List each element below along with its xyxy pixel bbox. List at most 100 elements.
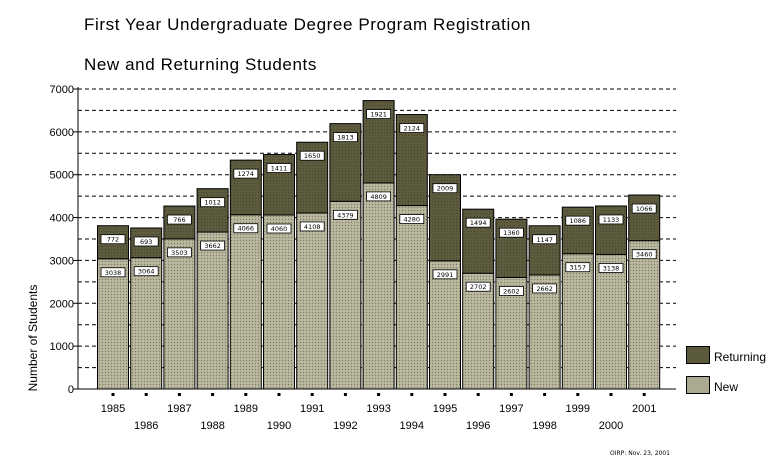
bar-returning-1999: [561, 206, 594, 255]
data-label-returning-1990: 1411: [271, 165, 288, 173]
data-label-box-returning: [432, 183, 458, 194]
data-label-new-1993: 4809: [370, 193, 387, 201]
x-tick-mark: [144, 393, 148, 396]
data-label-box-new: [100, 267, 126, 278]
data-label-returning-2001: 1066: [636, 205, 653, 213]
legend-label-new: New: [714, 380, 739, 394]
data-label-new-2001: 3460: [636, 251, 653, 259]
bar-new-1997: [495, 276, 528, 390]
x-tick-mark: [509, 393, 513, 396]
y-tick-label: 0: [68, 384, 74, 396]
bar-new-2001: [628, 240, 661, 390]
x-tick-label-1998: 1998: [532, 420, 556, 432]
data-label-returning-1986: 693: [140, 238, 152, 246]
data-label-new-1999: 3157: [570, 264, 587, 272]
data-label-returning-1992: 1813: [337, 134, 354, 142]
data-label-returning-1997: 1360: [503, 229, 520, 237]
chart-title: First Year Undergraduate Degree Program …: [84, 15, 531, 34]
data-label-returning-1994: 2124: [404, 125, 421, 133]
data-label-new-1986: 3064: [138, 268, 155, 276]
bar-new-1988: [196, 231, 229, 390]
data-label-box-returning: [166, 214, 192, 225]
bar-new-1987: [163, 238, 196, 390]
y-axis-label: Number of Students: [26, 285, 40, 392]
x-tick-mark: [410, 393, 414, 396]
chart-subtitle: New and Returning Students: [84, 55, 317, 74]
data-label-box-returning: [366, 109, 392, 119]
x-tick-mark: [211, 393, 215, 396]
bar-new-2000: [595, 254, 627, 390]
footnote: OIRP: Nov. 23, 2001: [610, 450, 670, 457]
bar-new-1995: [429, 260, 461, 390]
x-tick-mark: [177, 393, 181, 396]
bar-new-1998: [528, 274, 561, 390]
bar-new-1999: [561, 253, 594, 390]
y-tick-label: 1000: [50, 341, 74, 353]
data-label-returning-1988: 1012: [204, 199, 221, 207]
data-label-box-new: [166, 247, 192, 258]
x-tick-label-1987: 1987: [167, 403, 191, 415]
data-label-returning-1985: 772: [107, 236, 119, 244]
data-label-box-new: [233, 223, 259, 234]
x-tick-mark: [609, 393, 613, 396]
data-label-box-new: [399, 214, 425, 224]
data-labels: 3038 772 3064 693 3503 766 3662 1012 4066 1274 406…: [100, 109, 657, 296]
bar-new-1990: [263, 214, 295, 390]
data-label-returning-1993: 1921: [370, 111, 387, 119]
data-label-box-returning: [133, 236, 159, 247]
x-tick-label-1991: 1991: [300, 403, 324, 415]
data-label-box-new: [465, 281, 491, 292]
bar-new-1993: [362, 182, 395, 390]
data-label-box-new: [200, 240, 226, 251]
data-label-box-new: [366, 191, 392, 202]
y-tick-label: 6000: [50, 127, 74, 139]
x-tick-mark: [642, 393, 646, 396]
bar-new-1992: [329, 200, 362, 390]
x-tick-label-1997: 1997: [499, 403, 523, 415]
data-label-box-returning: [299, 150, 325, 161]
legend-swatch-new: [686, 376, 710, 394]
data-label-box-returning: [498, 227, 524, 238]
bar-new-1996: [462, 272, 495, 390]
x-tick-mark: [377, 393, 381, 396]
x-tick-mark: [476, 393, 480, 396]
x-tick-label-1993: 1993: [366, 403, 390, 415]
x-tick-label-1999: 1999: [566, 403, 590, 415]
x-tick-mark: [111, 393, 115, 396]
data-label-box-returning: [200, 197, 226, 208]
data-label-returning-1996: 1494: [470, 219, 487, 227]
bar-new-1985: [97, 258, 129, 390]
x-tick-label-1990: 1990: [267, 420, 291, 432]
x-tick-mark: [443, 393, 447, 396]
data-label-new-1995: 2991: [437, 271, 454, 279]
bar-returning-1988: [196, 188, 229, 233]
x-tick-label-2001: 2001: [632, 403, 656, 415]
data-label-box-returning: [631, 203, 657, 214]
y-tick-label: 5000: [50, 170, 74, 182]
legend-label-returning: Returning: [714, 350, 767, 364]
data-label-box-new: [532, 283, 557, 294]
data-label-box-returning: [532, 234, 557, 245]
data-label-new-1996: 2702: [470, 283, 487, 291]
data-label-returning-1999: 1086: [570, 217, 587, 225]
y-tick-label: 4000: [50, 213, 74, 225]
x-tick-label-1995: 1995: [433, 403, 457, 415]
data-label-box-new: [631, 249, 657, 260]
data-label-new-2000: 3138: [603, 265, 620, 273]
x-tick-mark: [543, 393, 547, 396]
data-label-returning-1987: 766: [173, 216, 185, 224]
bars: [97, 100, 661, 390]
bar-returning-1989: [229, 159, 262, 216]
y-tick-label: 2000: [50, 298, 74, 310]
x-tick-mark: [244, 393, 248, 396]
data-label-box-returning: [233, 168, 259, 179]
data-label-box-new: [266, 223, 292, 234]
data-label-box-returning: [565, 215, 591, 226]
data-label-returning-1989: 1274: [238, 170, 255, 178]
data-label-returning-1995: 2009: [437, 185, 454, 193]
x-tick-label-2000: 2000: [599, 420, 623, 432]
data-label-new-1985: 3038: [105, 269, 122, 277]
data-label-new-1998: 2662: [536, 285, 553, 293]
x-tick-label-1996: 1996: [466, 420, 490, 432]
